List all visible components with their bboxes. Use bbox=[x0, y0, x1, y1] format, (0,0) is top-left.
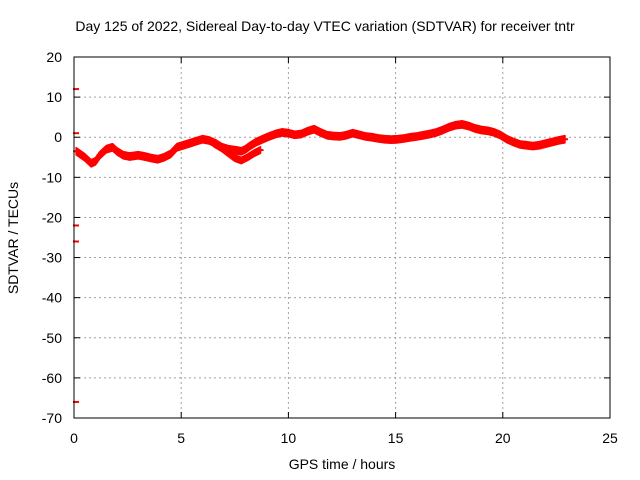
axis-ticks: 0 5 10 15 20 25 20 10 0 -10 -20 -30 -40 -50 -60 -70 bbox=[42, 49, 618, 446]
y-tick-label: -30 bbox=[42, 250, 62, 266]
y-tick-label: 20 bbox=[46, 49, 62, 65]
y-axis-label: SDTVAR / TECUs bbox=[5, 182, 21, 294]
chart-title: Day 125 of 2022, Sidereal Day-to-day VTE… bbox=[75, 18, 575, 34]
y-tick-label: -10 bbox=[42, 169, 62, 185]
x-tick-label: 15 bbox=[388, 430, 404, 446]
y-tick-label: -50 bbox=[42, 330, 62, 346]
x-tick-label: 20 bbox=[495, 430, 511, 446]
x-tick-label: 5 bbox=[177, 430, 185, 446]
y-tick-label: 10 bbox=[46, 89, 62, 105]
y-tick-label: 0 bbox=[54, 129, 62, 145]
plot-frame bbox=[73, 56, 611, 419]
x-tick-label: 25 bbox=[602, 430, 618, 446]
series-band bbox=[75, 120, 566, 168]
y-tick-label: -70 bbox=[42, 410, 62, 426]
y-tick-label: -20 bbox=[42, 209, 62, 225]
x-tick-label: 10 bbox=[281, 430, 297, 446]
x-axis-label: GPS time / hours bbox=[289, 456, 396, 472]
y-tick-label: -40 bbox=[42, 290, 62, 306]
x-tick-label: 0 bbox=[70, 430, 78, 446]
grid-lines bbox=[74, 57, 610, 418]
data-series bbox=[73, 88, 568, 403]
y-tick-label: -60 bbox=[42, 370, 62, 386]
